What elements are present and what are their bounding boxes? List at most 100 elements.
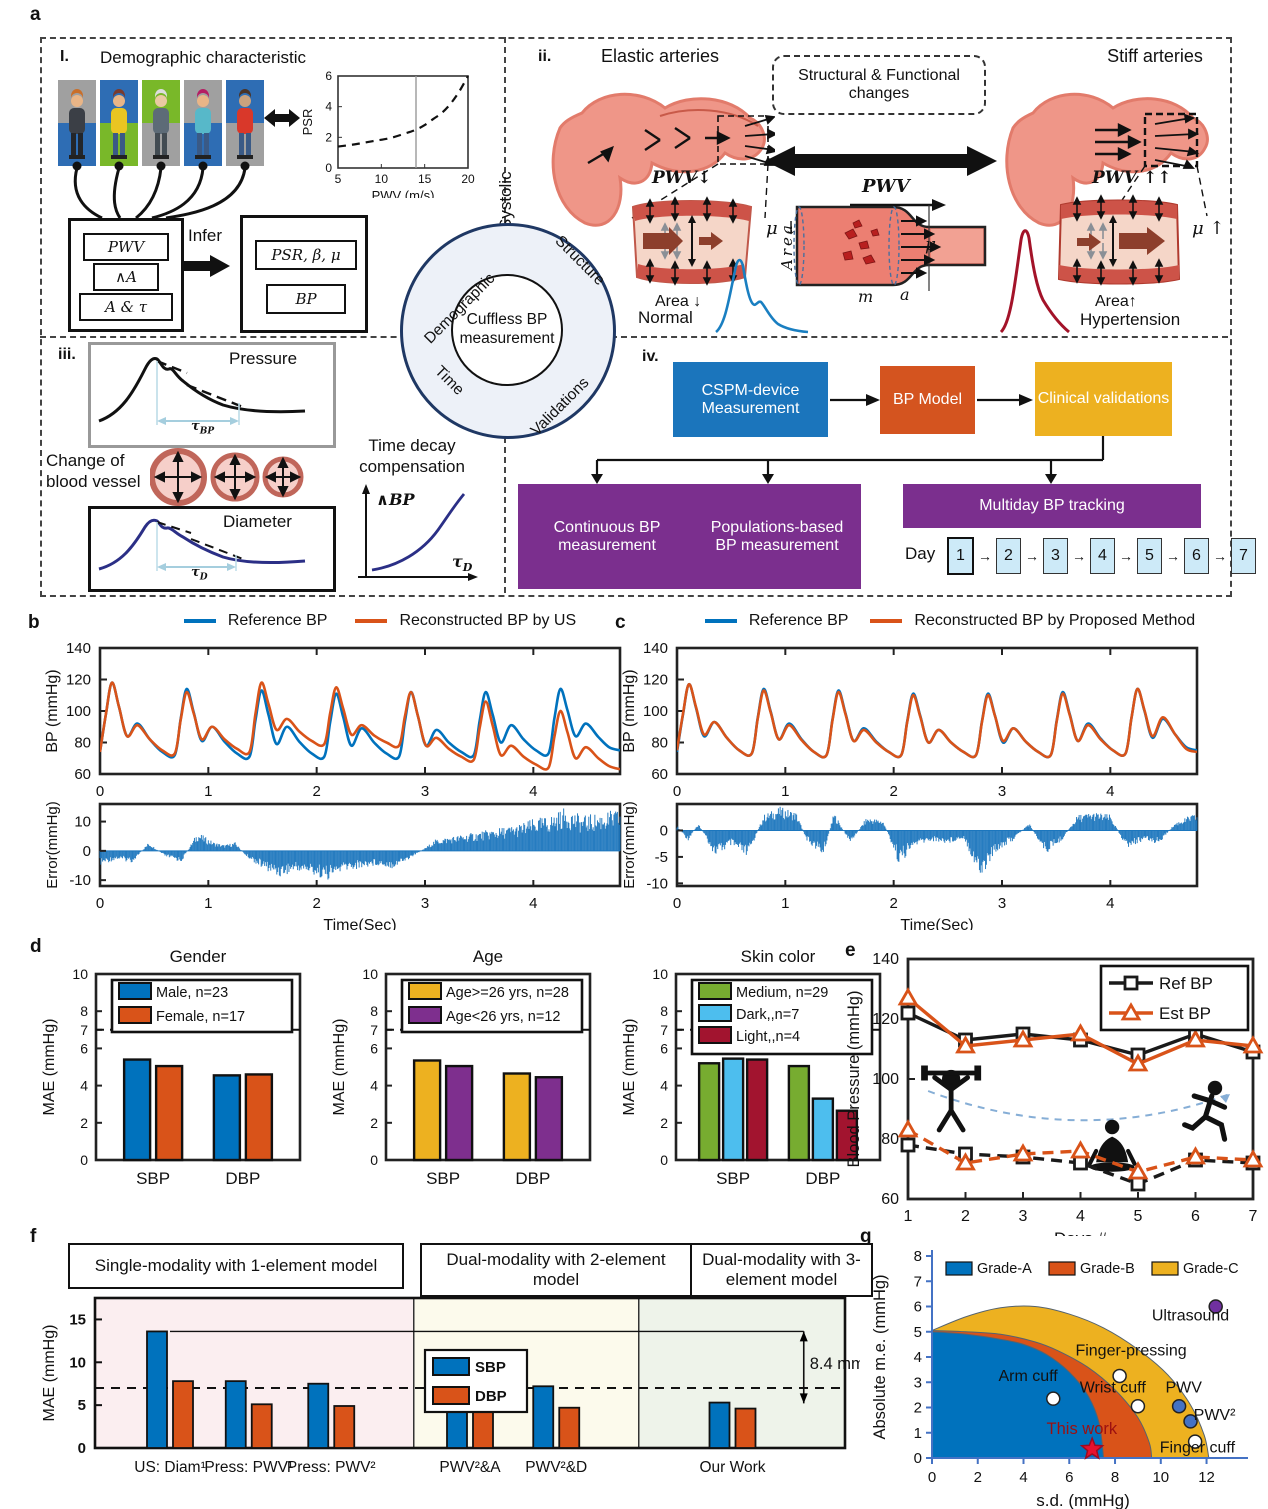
bar-DBP-1 — [534, 1076, 564, 1162]
bar-DBP-1 — [811, 1097, 835, 1162]
err-axes — [675, 802, 1199, 888]
sub-label-iii: iii. — [58, 346, 76, 363]
vessel-circles-icon — [150, 448, 304, 506]
right-mu-label: μ ↑ — [1192, 218, 1225, 239]
svg-text:12: 12 — [1198, 1469, 1215, 1486]
svg-text:PSR: PSR — [300, 109, 315, 136]
bar-SBP-1 — [721, 1057, 745, 1162]
svg-text:Error(mmHg): Error(mmHg) — [44, 801, 61, 889]
svg-text:5: 5 — [335, 172, 342, 186]
svg-text:Ultrasound: Ultrasound — [1152, 1307, 1229, 1324]
delta-a-item: ∧A — [93, 263, 159, 291]
svg-text:Skin color: Skin color — [741, 947, 816, 966]
svg-text:0: 0 — [928, 1469, 936, 1486]
svg-text:4: 4 — [80, 1078, 88, 1094]
svg-text:DBP: DBP — [225, 1169, 260, 1188]
a-label: a — [900, 285, 910, 304]
svg-text:4: 4 — [1106, 895, 1114, 912]
stiff-arteries-title: Stiff arteries — [1107, 46, 1203, 66]
panel-a-divider-horizontal — [40, 336, 1228, 338]
bar-0-0 — [146, 1330, 168, 1449]
svg-text:MAE (mmHg): MAE (mmHg) — [331, 1019, 348, 1116]
time-decay-plot — [358, 484, 478, 581]
svg-text:Time(Sec): Time(Sec) — [900, 917, 973, 930]
svg-text:8: 8 — [660, 1003, 668, 1019]
section-dual-3element: Dual-modality with 3-element model — [690, 1243, 873, 1297]
svg-text:60: 60 — [74, 766, 91, 783]
svg-text:10: 10 — [1152, 1469, 1169, 1486]
bar-SBP-0 — [122, 1058, 152, 1162]
tau-bp-label: τBP — [191, 419, 215, 437]
svg-text:1: 1 — [781, 783, 789, 800]
elastic-arteries-title: Elastic arteries — [600, 46, 720, 66]
svg-text:0: 0 — [673, 895, 681, 912]
bp-series-0 — [100, 681, 620, 761]
bar-1-0 — [224, 1380, 247, 1449]
point-PWV² — [1183, 1414, 1198, 1429]
svg-text:Gender: Gender — [170, 947, 227, 966]
normal-label: Normal — [638, 308, 693, 327]
legend-line-orange — [870, 619, 903, 623]
svg-text:10: 10 — [74, 814, 91, 831]
axes — [674, 972, 882, 1162]
svg-text:4: 4 — [914, 1349, 922, 1366]
infer-label: Infer — [188, 226, 223, 245]
svg-text:Finger-pressing: Finger-pressing — [1075, 1343, 1186, 1360]
svg-text:PWV²&D: PWV²&D — [525, 1459, 587, 1476]
svg-text:140: 140 — [66, 640, 91, 657]
hypertension-waveform — [999, 229, 1070, 334]
svg-text:15: 15 — [69, 1311, 86, 1328]
psr-axes — [337, 75, 469, 169]
svg-text:2: 2 — [961, 1208, 970, 1225]
meditation-icon — [1087, 1119, 1137, 1172]
day-box-3: 3 — [1043, 538, 1068, 574]
legend-swatch-Grade-B — [1048, 1261, 1076, 1276]
svg-text:0: 0 — [914, 1450, 922, 1467]
svg-text:8: 8 — [80, 1003, 88, 1019]
panel-b-label: b — [28, 612, 40, 633]
bar-0-1 — [172, 1380, 194, 1449]
bar-DBP-2 — [835, 1109, 859, 1162]
svg-text:SBP: SBP — [716, 1169, 750, 1188]
person-tile-1 — [58, 80, 96, 166]
svg-text:140: 140 — [643, 640, 668, 657]
svg-text:140: 140 — [872, 951, 899, 968]
bar-SBP-2 — [745, 1058, 769, 1162]
svg-text:4: 4 — [660, 1078, 668, 1094]
diameter-box: Diameter τD — [88, 506, 336, 592]
day-arrow-icon: → — [1166, 548, 1180, 564]
structural-functional-box: Structural & Functional changes — [772, 55, 986, 115]
psr-beta-mu-item: PSR, β, μ — [255, 240, 357, 270]
psr-curve — [337, 75, 469, 148]
point-Arm cuff — [1046, 1391, 1061, 1406]
clinical-validations-box: Clinical validations — [1035, 362, 1172, 436]
bar-1-1 — [250, 1403, 273, 1449]
vessel-taper-diagram — [793, 205, 987, 291]
svg-text:8: 8 — [1111, 1469, 1119, 1486]
person-tile-2 — [100, 80, 138, 166]
bar-SBP-1 — [444, 1064, 474, 1162]
legend-swatch-Grade-A — [945, 1261, 973, 1276]
svg-text:2: 2 — [660, 1115, 668, 1131]
day-arrow-icon: → — [1213, 548, 1227, 564]
svg-text:2: 2 — [974, 1469, 982, 1486]
panel-a-label: a — [30, 4, 41, 25]
svg-text:This work: This work — [1047, 1420, 1118, 1438]
svg-text:2: 2 — [325, 130, 332, 144]
validation-connectors — [591, 436, 1105, 484]
section-single-modality: Single-modality with 1-element model — [68, 1243, 404, 1289]
time-decay-title: Time decay compensation — [359, 436, 465, 477]
output-parameters-box: PSR, β, μ BP — [240, 215, 368, 333]
a-tau-item: A & τ — [79, 293, 173, 321]
svg-text:2: 2 — [889, 895, 897, 912]
svg-text:80: 80 — [881, 1131, 899, 1148]
svg-text:-10: -10 — [69, 872, 91, 889]
cuffless-circle-outer — [400, 223, 616, 439]
skin-color-bar-chart: Skin color 0 2 4 6 7 8 10 SBP DBP Medium, n=29 Dark… — [621, 947, 882, 1188]
bar-4-0 — [532, 1385, 555, 1449]
decay-xlabel: τD — [452, 552, 473, 575]
legend-recon-proposed: Reconstructed BP by Proposed Method — [914, 612, 1196, 629]
diameter-label: Diameter — [223, 512, 292, 531]
svg-text:100: 100 — [66, 703, 91, 720]
